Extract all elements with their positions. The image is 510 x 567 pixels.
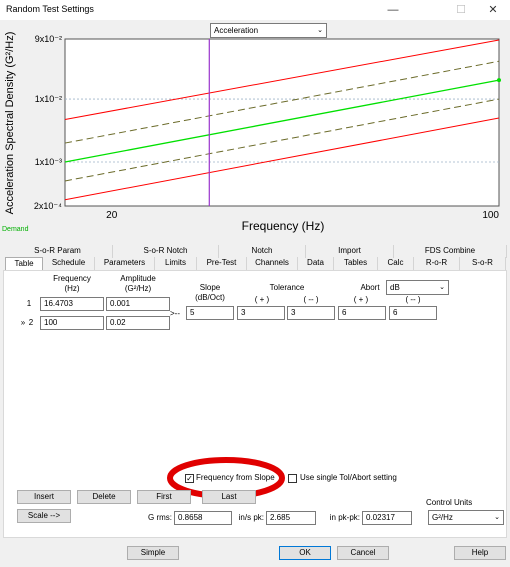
frequency-header: Frequency	[53, 274, 91, 283]
tab-schedule[interactable]: Schedule	[43, 257, 95, 270]
chevron-down-icon: ⌄	[494, 514, 500, 521]
help-button[interactable]: Help	[454, 546, 506, 560]
minimize-icon[interactable]: —	[387, 4, 399, 16]
tab-sor[interactable]: S-o-R	[460, 257, 506, 270]
amplitude-header: Amplitude	[120, 274, 156, 283]
tab-limits[interactable]: Limits	[155, 257, 197, 270]
last-button[interactable]: Last	[202, 490, 256, 504]
tab-sor-notch[interactable]: S-o-R Notch	[113, 245, 219, 258]
amplitude-input-1[interactable]: 0.001	[106, 297, 170, 311]
scale-button[interactable]: Scale -->	[17, 509, 71, 523]
tab-table[interactable]: Table	[5, 257, 43, 271]
cancel-button[interactable]: Cancel	[337, 546, 389, 560]
table-panel: Frequency (Hz) Amplitude (G²/Hz) Slope (…	[3, 270, 507, 538]
tab-pre-test[interactable]: Pre-Test	[197, 257, 247, 270]
tab-parameters[interactable]: Parameters	[95, 257, 155, 270]
tab-channels[interactable]: Channels	[247, 257, 298, 270]
current-row-marker: »	[20, 318, 26, 327]
chevron-down-icon: ⌄	[439, 284, 445, 291]
abort-unit-select[interactable]: dB ⌄	[386, 280, 449, 295]
grms-value: 0.8658	[174, 511, 232, 525]
ins-pk-value: 2.685	[266, 511, 316, 525]
x-tick-label: 20	[106, 210, 118, 221]
frequency-from-slope-checkbox[interactable]: ✓	[185, 474, 194, 483]
y-tick-label: 1x10⁻³	[35, 157, 62, 167]
tolerance-header: Tolerance	[269, 283, 305, 292]
frequency-input-1[interactable]: 16.4703	[40, 297, 104, 311]
grms-label: G rms:	[148, 513, 172, 522]
maximize-icon[interactable]: ☐	[456, 4, 466, 16]
tab-import[interactable]: Import	[306, 245, 394, 258]
abort-minus-input[interactable]: 6	[389, 306, 437, 320]
measurement-select[interactable]: Acceleration ⌄	[210, 23, 327, 38]
x-tick-label: 100	[482, 210, 499, 221]
title-bar: Random Test Settings — ☐ ✕	[0, 0, 510, 20]
abort-header: Abort	[360, 283, 380, 292]
control-units-label: Control Units	[426, 498, 473, 507]
tab-notch[interactable]: Notch	[219, 245, 306, 258]
first-button[interactable]: First	[137, 490, 191, 504]
single-tol-abort-label: Use single Tol/Abort setting	[300, 473, 397, 482]
tab-row-lower: Table Schedule Parameters Limits Pre-Tes…	[3, 257, 507, 271]
dialog-footer: Simple OK Cancel Help	[0, 540, 510, 567]
slope-header: Slope	[199, 283, 221, 292]
row-index-2: 2	[28, 318, 34, 327]
demand-end-point	[497, 78, 501, 83]
inpkpk-label: in pk-pk:	[329, 513, 360, 522]
abort-unit-value: dB	[390, 283, 400, 292]
ins-pk-label: in/s pk:	[238, 513, 264, 522]
tab-fds-combine[interactable]: FDS Combine	[394, 245, 507, 258]
tolerance-plus-input[interactable]: 3	[237, 306, 285, 320]
tab-tables[interactable]: Tables	[334, 257, 378, 270]
series-abort_low	[64, 117, 500, 201]
series-demand	[64, 79, 500, 163]
abort-minus-header: ( -- )	[405, 295, 421, 304]
abort-plus-input[interactable]: 6	[338, 306, 386, 320]
y-tick-label: 2x10⁻⁴	[34, 201, 62, 211]
asd-chart: 9x10⁻² 1x10⁻² 1x10⁻³ 2x10⁻⁴ 20 100 Frequency …	[2, 32, 501, 233]
amplitude-input-2[interactable]: 0.02	[106, 316, 170, 330]
frequency-unit: (Hz)	[64, 284, 80, 293]
row-index-1: 1	[26, 299, 32, 308]
control-units-value: G²/Hz	[432, 513, 453, 522]
amplitude-unit: (G²/Hz)	[124, 284, 152, 293]
y-axis-label: Acceleration Spectral Density (G²/Hz)	[4, 32, 16, 215]
chart-panel: Acceleration ⌄ 9x10⁻² 1x10⁻² 1x10⁻³ 2x10⁻⁴ 2…	[0, 20, 510, 240]
chevron-down-icon: ⌄	[317, 27, 323, 34]
ok-button[interactable]: OK	[279, 546, 331, 560]
legend-demand: Demand	[2, 226, 29, 233]
slope-unit: (dB/Oct)	[195, 293, 225, 302]
insert-button[interactable]: Insert	[17, 490, 71, 504]
frequency-from-slope-label: Frequency from Slope	[196, 473, 275, 482]
tab-ror[interactable]: R-o-R	[414, 257, 460, 270]
tab-data[interactable]: Data	[298, 257, 334, 270]
single-tol-abort-checkbox[interactable]	[288, 474, 297, 483]
window-title: Random Test Settings	[6, 4, 94, 14]
control-units-select[interactable]: G²/Hz ⌄	[428, 510, 504, 525]
frequency-input-2[interactable]: 100	[40, 316, 104, 330]
y-tick-label: 1x10⁻²	[35, 94, 62, 104]
series-tolerance_high	[64, 60, 500, 144]
tolerance-plus-header: ( + )	[254, 295, 270, 304]
y-tick-label: 9x10⁻²	[35, 34, 62, 44]
measurement-select-value: Acceleration	[214, 26, 259, 35]
tab-calc[interactable]: Calc	[378, 257, 414, 270]
tolerance-minus-input[interactable]: 3	[287, 306, 335, 320]
segment-arrow: >--	[170, 309, 180, 318]
inpkpk-value: 0.02317	[362, 511, 412, 525]
simple-button[interactable]: Simple	[127, 546, 179, 560]
tolerance-minus-header: ( -- )	[303, 295, 319, 304]
tab-row-upper: S-o-R Param S-o-R Notch Notch Import FDS…	[3, 245, 507, 258]
series-abort_high	[64, 39, 500, 120]
close-icon[interactable]: ✕	[488, 4, 498, 16]
tab-sor-param[interactable]: S-o-R Param	[3, 245, 113, 258]
delete-button[interactable]: Delete	[77, 490, 131, 504]
plot-area	[64, 38, 500, 207]
abort-plus-header: ( + )	[353, 295, 369, 304]
x-axis-label: Frequency (Hz)	[242, 219, 325, 233]
series-tolerance_low	[64, 98, 500, 182]
slope-input[interactable]: 5	[186, 306, 234, 320]
